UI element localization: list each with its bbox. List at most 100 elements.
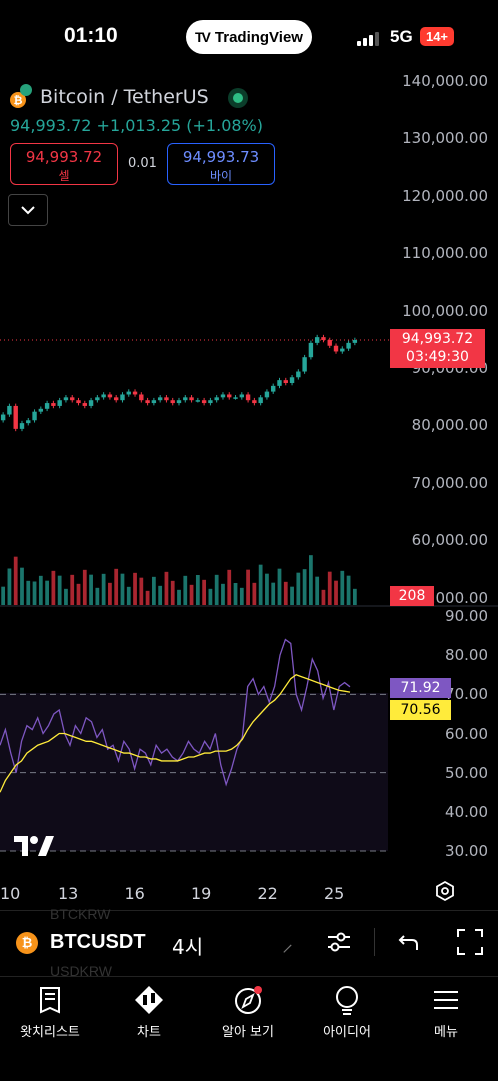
candle-body <box>44 403 50 409</box>
volume-bar <box>38 575 43 605</box>
date-axis-label: 13 <box>58 884 79 903</box>
rsi-value-tag: 71.92 <box>390 678 451 698</box>
sell-button[interactable]: 94,993.72 셀 <box>10 143 118 185</box>
candle-body <box>227 394 232 398</box>
date-axis-label: 19 <box>191 884 212 903</box>
candle-body <box>296 371 301 378</box>
rsi-axis-label: 30.00 <box>445 842 488 861</box>
chart-settings-icon[interactable] <box>434 880 456 902</box>
toolbar-divider <box>374 928 375 956</box>
volume-bar <box>208 588 213 605</box>
tradingview-pill-label: TradingView <box>214 28 303 46</box>
volume-bar <box>126 586 131 605</box>
volume-bar <box>296 572 301 605</box>
candle-body <box>113 397 119 401</box>
bitcoin-icon: ₿ <box>10 92 26 108</box>
rsi-band-fill <box>0 693 388 851</box>
volume-bar <box>246 569 250 605</box>
nav-explore[interactable]: 알아 보기 <box>198 983 298 1040</box>
candle-body <box>308 342 314 358</box>
collapse-button[interactable] <box>8 194 48 226</box>
tradingview-logo-icon: TV <box>195 29 211 45</box>
candle-body <box>245 394 251 401</box>
rsi-axis-label: 70.00 <box>445 685 488 704</box>
cellular-signal-icon <box>357 30 383 46</box>
nav-watchlist[interactable]: 왓치리스트 <box>0 983 100 1040</box>
date-axis-label: 25 <box>324 884 345 903</box>
rsi-axis-label: 40.00 <box>445 803 488 821</box>
price-change: +1,013.25 (+1.08%) <box>96 116 263 135</box>
candle-body <box>233 397 238 399</box>
symbol-title[interactable]: Bitcoin / TetherUS <box>40 86 209 108</box>
volume-bar <box>7 568 12 605</box>
volume-bar <box>101 573 106 605</box>
candle-body <box>57 400 62 406</box>
candle-body <box>321 337 326 340</box>
indicators-icon[interactable] <box>326 930 352 954</box>
candlestick-series <box>0 334 358 432</box>
market-open-icon[interactable] <box>228 88 248 108</box>
candle-body <box>170 400 175 404</box>
buy-price: 94,993.73 <box>182 148 260 166</box>
volume-bar <box>151 576 156 605</box>
rsi-series <box>0 638 388 852</box>
last-price-tag: 94,993.72 03:49:30 <box>390 329 485 368</box>
candle-body <box>76 400 81 404</box>
volume-bar <box>227 569 232 605</box>
volume-bar <box>108 582 112 605</box>
volume-bar <box>283 581 288 605</box>
nav-chart[interactable]: 차트 <box>99 983 199 1040</box>
candle-body <box>63 397 69 401</box>
battery-icon: 14+ <box>420 27 454 46</box>
candle-body <box>264 391 270 398</box>
volume-bar <box>327 571 332 605</box>
candle-body <box>277 380 282 386</box>
nav-ideas[interactable]: 아이디어 <box>297 983 397 1040</box>
candle-body <box>13 405 18 429</box>
price-axis-label: 100,000.00 <box>402 301 488 320</box>
volume-bar <box>26 580 31 605</box>
rsi-axis-label: 90.00 <box>445 607 488 625</box>
candle-body <box>183 397 188 401</box>
rsi-axis-label: 60.00 <box>445 724 488 743</box>
candle-body <box>70 397 75 401</box>
price-axis-label: 70,000.00 <box>411 473 488 492</box>
buy-button[interactable]: 94,993.73 바이 <box>167 143 275 185</box>
chart-canvas[interactable] <box>0 60 498 910</box>
volume-bar <box>302 569 307 605</box>
candle-body <box>283 380 288 383</box>
volume-bar <box>352 588 357 605</box>
volume-bar <box>170 580 175 605</box>
candle-body <box>51 403 56 406</box>
candle-body <box>340 348 345 352</box>
volume-bar <box>195 575 200 605</box>
candle-body <box>107 394 113 398</box>
volume-bar <box>89 574 93 605</box>
nav-label: 메뉴 <box>434 1025 458 1040</box>
volume-bar <box>133 572 137 605</box>
candle-body <box>189 397 194 401</box>
candle-body <box>352 340 358 343</box>
volume-bar <box>239 587 244 605</box>
nav-menu[interactable]: 메뉴 <box>396 983 496 1040</box>
volume-bar <box>346 575 351 605</box>
candle-countdown: 03:49:30 <box>406 349 469 365</box>
candle-body <box>314 337 320 343</box>
symbol-selector[interactable]: BTCUSDT <box>50 931 146 953</box>
volume-bar <box>277 568 282 605</box>
tradingview-pill[interactable]: TV TradingView <box>186 20 312 54</box>
volume-bar <box>57 575 62 605</box>
sell-price: 94,993.72 <box>25 148 103 166</box>
volume-bar <box>290 586 294 605</box>
candle-body <box>88 400 94 406</box>
chevron-down-icon <box>21 206 35 215</box>
volume-bar <box>183 575 188 605</box>
fullscreen-icon[interactable] <box>456 928 484 956</box>
volume-bar <box>51 570 56 605</box>
volume-bar <box>82 569 87 605</box>
undo-icon[interactable] <box>398 932 420 952</box>
volume-bar <box>265 573 269 605</box>
price-tag-value: 94,993.72 <box>401 331 474 347</box>
candle-body <box>271 385 276 392</box>
timeframe-selector[interactable]: 4시 <box>172 935 204 959</box>
